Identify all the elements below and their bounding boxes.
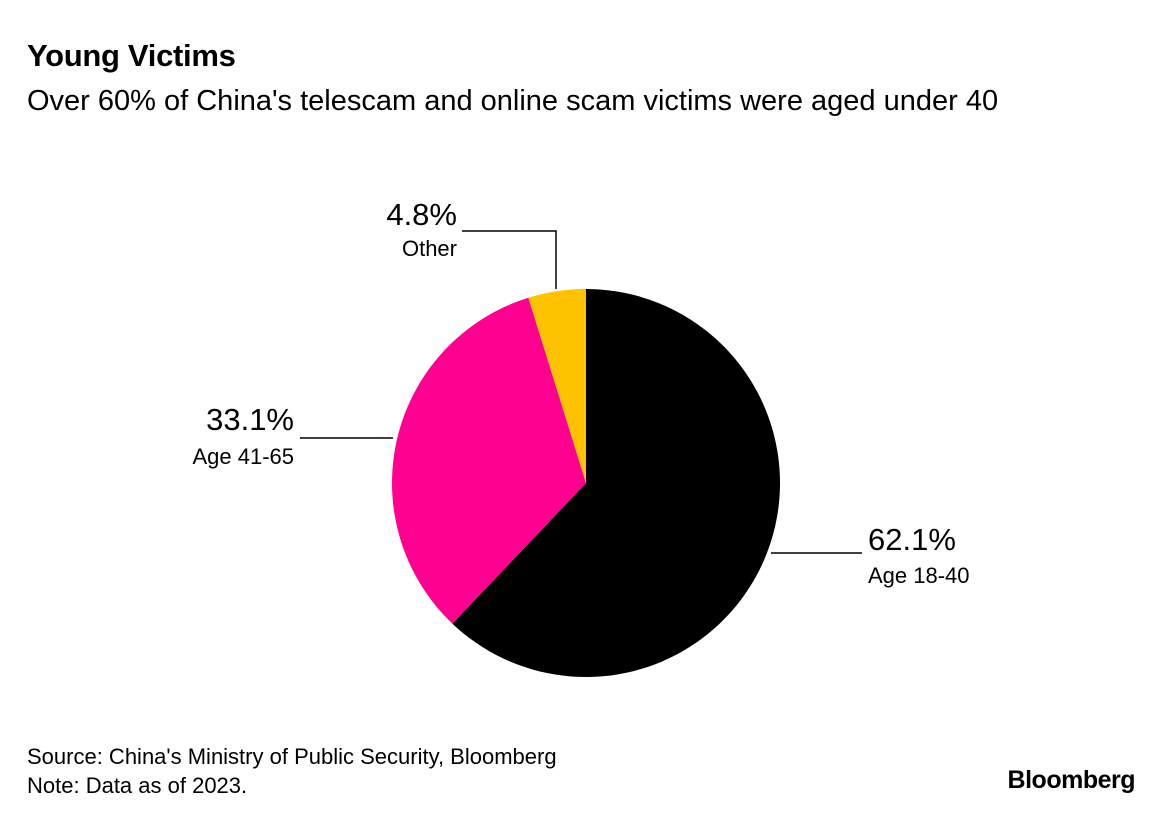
chart-title: Young Victims	[27, 38, 236, 73]
data-label-other: 4.8%	[386, 197, 457, 232]
chart-footer: Source: China's Ministry of Public Secur…	[27, 742, 557, 800]
source-note: Source: China's Ministry of Public Secur…	[27, 744, 557, 769]
leader-line-other	[462, 230, 557, 289]
pie-slice-other	[528, 289, 586, 483]
category-label-age-18-40: Age 18-40	[868, 563, 970, 588]
data-label-age-41-65: 33.1%	[206, 402, 294, 437]
pie-slices	[392, 289, 781, 677]
category-label-other: Other	[402, 236, 457, 261]
pie-slice-age-18-40	[452, 289, 781, 677]
pie-slice-age-41-65	[392, 297, 586, 624]
data-label-age-18-40: 62.1%	[868, 522, 956, 557]
bloomberg-logo: Bloomberg	[1007, 766, 1136, 794]
category-label-age-41-65: Age 41-65	[192, 444, 294, 469]
data-note: Note: Data as of 2023.	[27, 773, 248, 798]
chart-subtitle: Over 60% of China's telescam and online …	[27, 85, 999, 117]
pie-labels: 62.1% Age 18-40 33.1% Age 41-65 4.8% Other	[192, 197, 969, 588]
pie-chart: 62.1% Age 18-40 33.1% Age 41-65 4.8% Other	[192, 197, 970, 677]
